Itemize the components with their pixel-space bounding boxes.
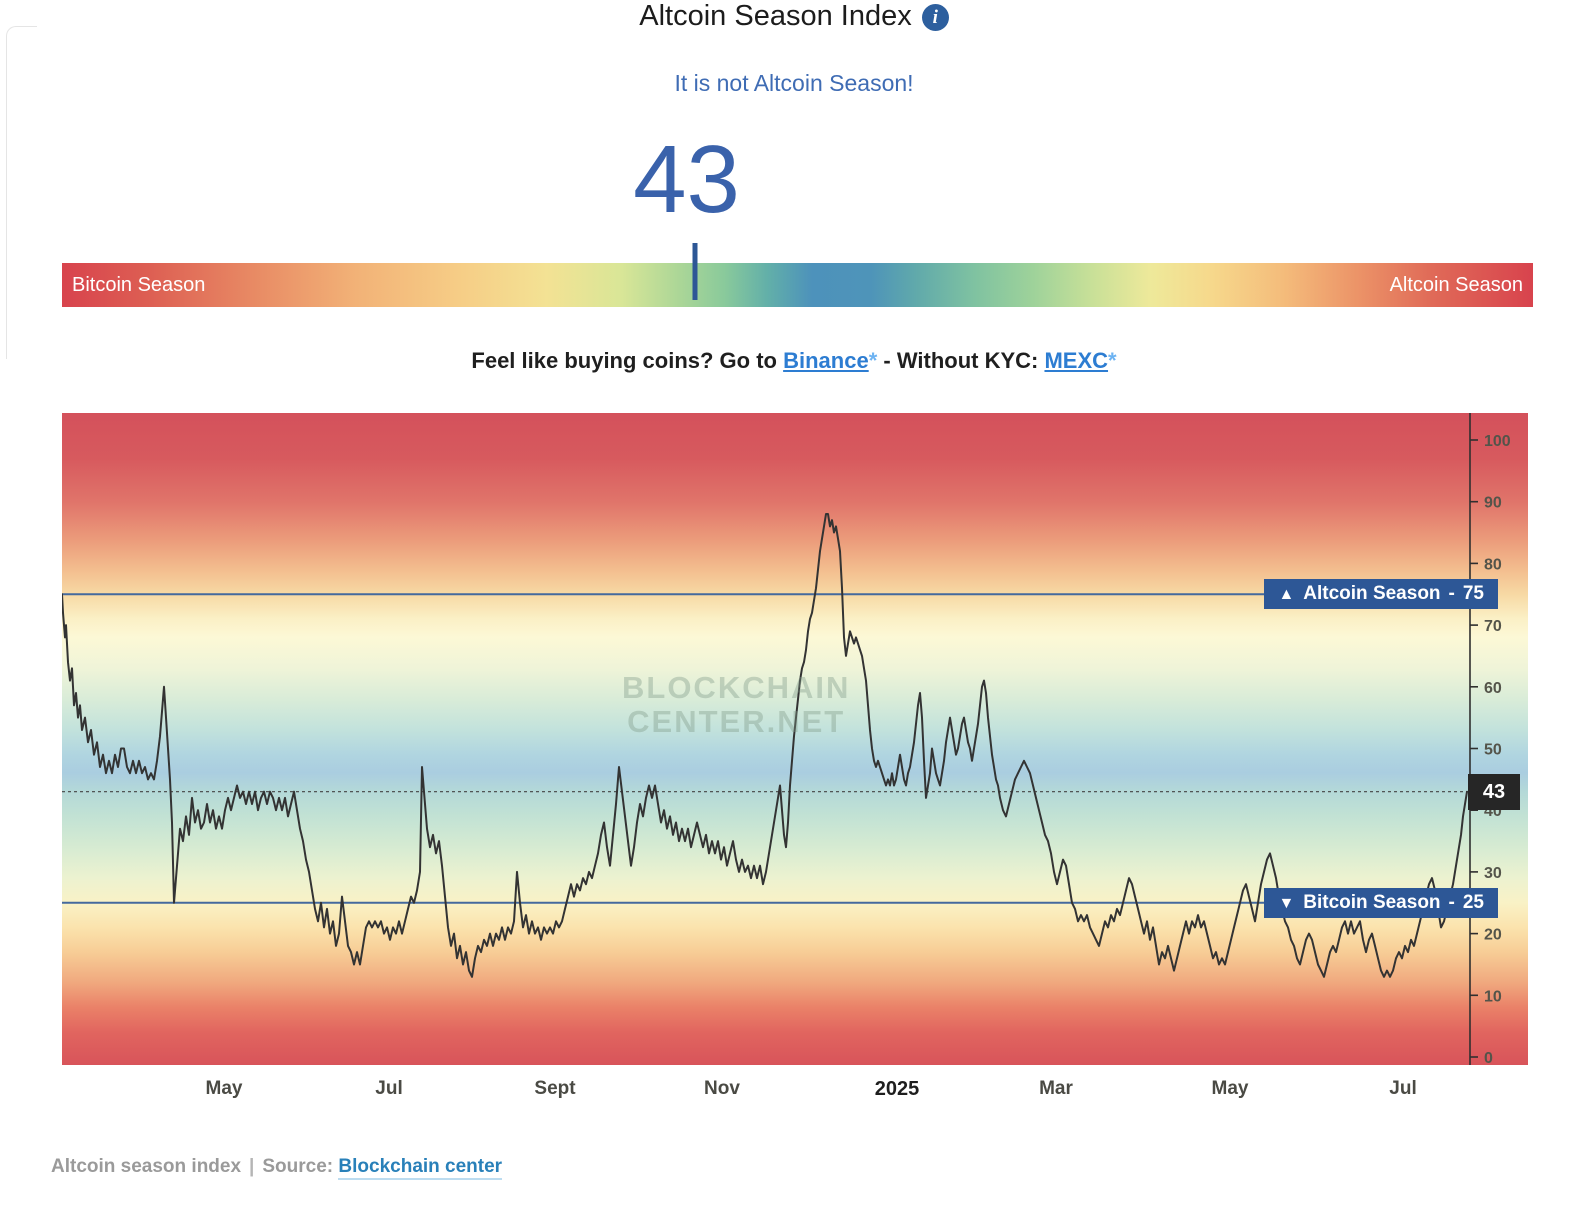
bitcoin-badge-value: 25	[1462, 891, 1484, 913]
watermark: BLOCKCHAIN CENTER.NET	[622, 670, 851, 740]
triangle-up-icon: ▲	[1278, 586, 1295, 604]
binance-link[interactable]: Binance	[783, 348, 869, 373]
cta-text: Feel like buying coins? Go to Binance* -…	[0, 348, 1588, 374]
bitcoin-badge-label: Bitcoin Season	[1303, 891, 1441, 913]
watermark-line1: BLOCKCHAIN	[622, 670, 851, 705]
y-axis-tick-label: 100	[1484, 433, 1511, 450]
footer-caption: Altcoin season index	[51, 1156, 242, 1177]
y-axis-tick-label: 20	[1484, 927, 1502, 944]
gauge-label-bitcoin: Bitcoin Season	[72, 274, 206, 296]
y-axis-tick-label: 60	[1484, 680, 1502, 697]
chart-caption: Altcoin season index | Source: Blockchain …	[51, 1156, 503, 1180]
y-axis-tick-label: 80	[1484, 556, 1502, 573]
footer-separator: |	[249, 1156, 255, 1177]
footer-source-link[interactable]: Blockchain center	[338, 1156, 503, 1180]
month-label: 2025	[874, 1078, 920, 1100]
altcoin-season-badge: ▲ Altcoin Season -75	[1264, 579, 1498, 610]
altcoin-badge-value: 75	[1462, 583, 1484, 605]
footer-source-label: Source:	[262, 1156, 334, 1177]
card-corner-border	[6, 26, 37, 359]
mexc-asterisk: *	[1108, 348, 1117, 373]
month-label: Nov	[704, 1078, 740, 1099]
watermark-line2: CENTER.NET	[627, 704, 846, 740]
gauge-label-altcoin: Altcoin Season	[1389, 274, 1523, 296]
altcoin-badge-separator: -	[1448, 583, 1455, 605]
y-axis-tick-label: 0	[1484, 1050, 1493, 1065]
index-series-line	[62, 513, 1468, 978]
month-label: Sept	[534, 1078, 576, 1099]
cta-middle: - Without KYC:	[877, 348, 1045, 373]
bitcoin-badge-separator: -	[1448, 891, 1455, 913]
y-axis-tick-label: 90	[1484, 495, 1502, 512]
page-title: Altcoin Season Index	[639, 0, 912, 32]
title-row: Altcoin Season Index i	[0, 0, 1588, 33]
info-icon[interactable]: i	[921, 3, 949, 31]
season-status: It is not Altcoin Season!	[674, 70, 914, 96]
index-value: 43	[633, 126, 740, 233]
x-axis-labels: May Jul Sept Nov 2025 Mar May Jul	[62, 1078, 1528, 1108]
triangle-down-icon: ▼	[1278, 894, 1295, 912]
month-label: Jul	[1389, 1078, 1417, 1099]
gauge-marker	[692, 243, 698, 300]
month-label: Mar	[1039, 1078, 1073, 1099]
season-gauge: Bitcoin Season Altcoin Season	[62, 263, 1533, 307]
month-label: May	[1211, 1078, 1249, 1099]
index-chart: BLOCKCHAIN CENTER.NET 0 10 20 30 40 50 60 70 80 9…	[62, 413, 1528, 1065]
altcoin-badge-label: Altcoin Season	[1303, 583, 1441, 605]
y-axis-tick-label: 30	[1484, 865, 1502, 882]
binance-asterisk: *	[868, 348, 878, 373]
y-axis-tick-label: 50	[1484, 742, 1502, 759]
month-label: Jul	[375, 1078, 403, 1099]
month-label: May	[205, 1078, 243, 1099]
mexc-link[interactable]: MEXC	[1044, 348, 1109, 373]
bitcoin-season-badge: ▼ Bitcoin Season -25	[1264, 887, 1498, 918]
current-value-label: 43	[1468, 773, 1520, 810]
y-axis-tick-label: 70	[1484, 618, 1502, 635]
cta-prefix: Feel like buying coins? Go to	[471, 348, 784, 373]
y-axis-tick-label: 10	[1484, 988, 1502, 1005]
